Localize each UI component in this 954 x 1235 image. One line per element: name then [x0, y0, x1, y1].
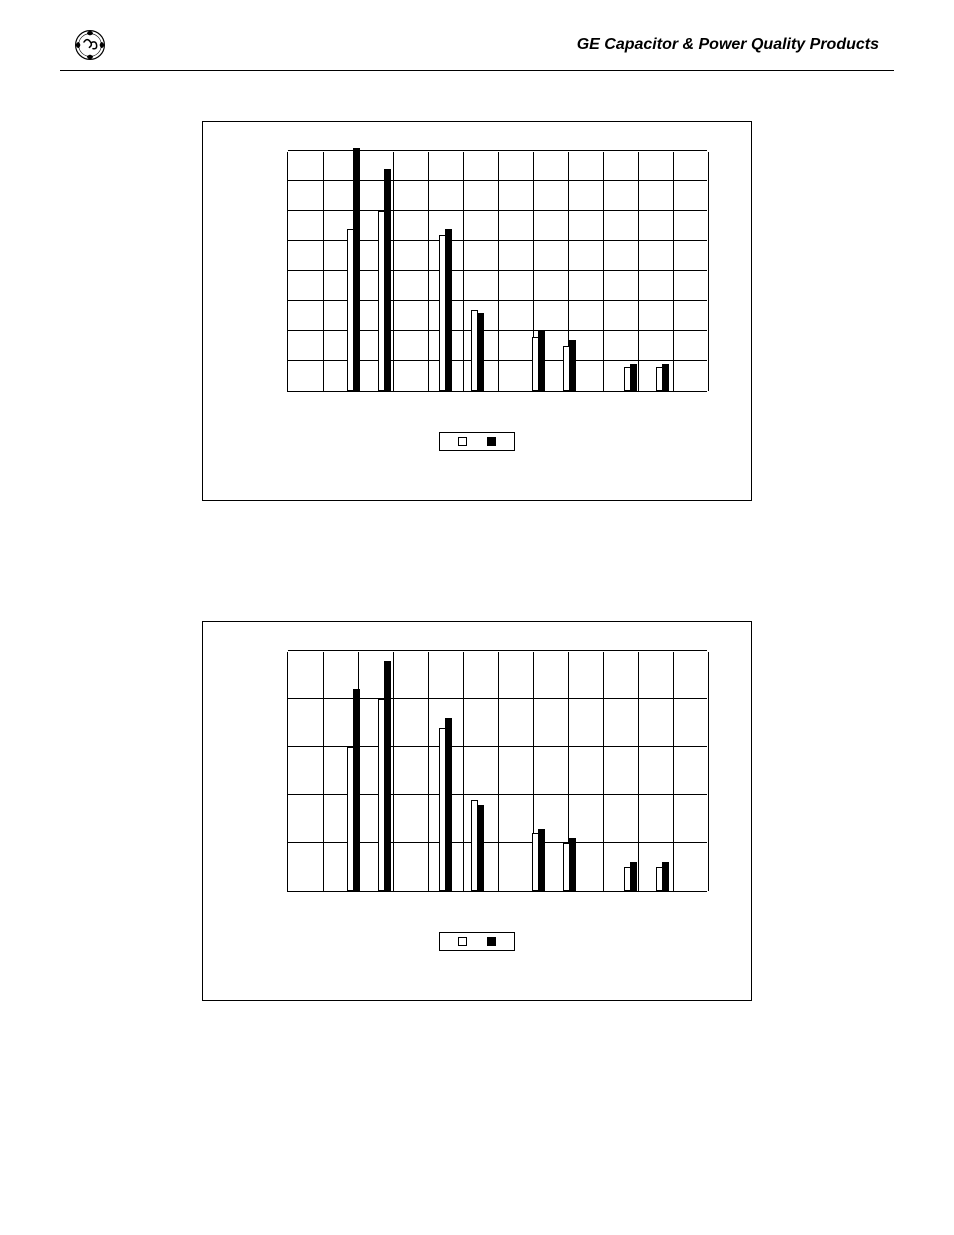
bar-group [624, 862, 637, 891]
chart2-wrap [60, 621, 894, 1001]
gridline-v [603, 652, 604, 891]
bar-group [378, 169, 391, 391]
gridline-v [428, 152, 429, 391]
bar-black [538, 829, 545, 891]
chart1-box [202, 121, 752, 501]
gridline-v [393, 652, 394, 891]
gridline-v [603, 152, 604, 391]
gridline-v [498, 652, 499, 891]
bar-group [471, 800, 484, 891]
bar-group [563, 340, 576, 391]
gridline-v [673, 652, 674, 891]
bar-group [378, 661, 391, 891]
bar-black [662, 862, 669, 891]
bar-group [347, 148, 360, 391]
bar-black [353, 148, 360, 391]
bar-black [353, 689, 360, 891]
legend-item [487, 437, 496, 446]
chart2-legend [439, 932, 515, 951]
chart1-plot [287, 152, 707, 392]
legend-swatch-white-icon [458, 437, 467, 446]
bar-black [662, 364, 669, 391]
legend-item [487, 937, 496, 946]
header-divider [60, 70, 894, 71]
bar-black [384, 169, 391, 391]
legend-swatch-black-icon [487, 437, 496, 446]
gridline-v [393, 152, 394, 391]
gridline-v [463, 652, 464, 891]
bar-group [439, 718, 452, 891]
legend-item [458, 937, 467, 946]
gridline-v [673, 152, 674, 391]
gridline-v [498, 152, 499, 391]
chart2-box [202, 621, 752, 1001]
chart1-wrap [60, 121, 894, 501]
gridline-v [323, 152, 324, 391]
legend-swatch-black-icon [487, 937, 496, 946]
bar-group [532, 331, 545, 391]
bar-group [624, 364, 637, 391]
gridline-v [708, 652, 709, 891]
bar-group [532, 829, 545, 891]
bar-group [656, 862, 669, 891]
bar-black [445, 229, 452, 391]
gridline-v [428, 652, 429, 891]
gridline-v [708, 152, 709, 391]
chart2-plot [287, 652, 707, 892]
bar-black [538, 331, 545, 391]
gridline-v [638, 152, 639, 391]
bar-black [477, 805, 484, 891]
bar-group [347, 689, 360, 891]
header-title: GE Capacitor & Power Quality Products [577, 36, 879, 54]
gridline-v [638, 652, 639, 891]
gridline-h [288, 650, 707, 651]
page-header: GE Capacitor & Power Quality Products [60, 30, 894, 70]
chart1-legend [439, 432, 515, 451]
bar-black [630, 364, 637, 391]
bar-black [477, 313, 484, 391]
bar-black [630, 862, 637, 891]
bar-black [445, 718, 452, 891]
ge-logo-icon [75, 30, 105, 60]
bar-black [569, 340, 576, 391]
bar-group [471, 310, 484, 391]
bar-black [569, 838, 576, 891]
bar-group [563, 838, 576, 891]
bar-group [656, 364, 669, 391]
gridline-v [463, 152, 464, 391]
bar-group [439, 229, 452, 391]
legend-item [458, 437, 467, 446]
legend-swatch-white-icon [458, 937, 467, 946]
page: GE Capacitor & Power Quality Products [0, 0, 954, 1181]
gridline-v [323, 652, 324, 891]
bar-black [384, 661, 391, 891]
